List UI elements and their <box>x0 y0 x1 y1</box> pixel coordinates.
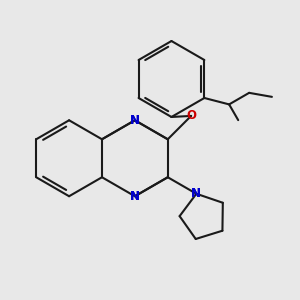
Text: N: N <box>130 114 140 127</box>
Text: O: O <box>186 110 196 122</box>
Text: N: N <box>130 190 140 203</box>
Text: N: N <box>191 187 201 200</box>
Text: N: N <box>130 114 140 127</box>
Text: N: N <box>130 190 140 203</box>
Text: N: N <box>191 187 201 200</box>
